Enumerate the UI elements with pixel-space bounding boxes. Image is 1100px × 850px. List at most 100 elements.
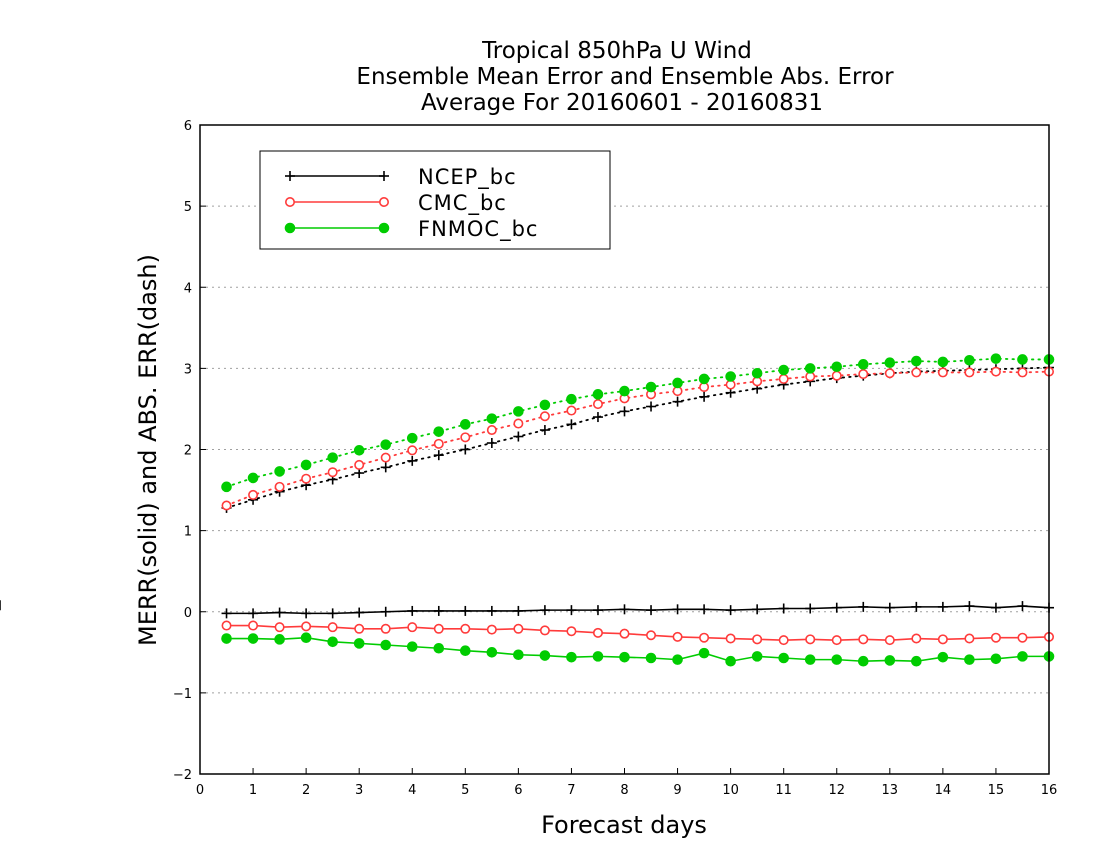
merr-point	[513, 623, 524, 634]
abs-err-point	[857, 359, 869, 370]
abs-err-line-ncep-bc	[225, 366, 1050, 509]
legend-label-fnmoc-bc: FNMOC_bc	[418, 217, 538, 242]
merr-point	[354, 607, 365, 618]
abs-err-point	[990, 366, 1001, 377]
x-axis-label: Forecast days	[541, 811, 707, 839]
abs-err-point	[1017, 354, 1028, 365]
y-tick-label: 3	[184, 362, 192, 377]
x-tick-label: 10	[722, 783, 739, 798]
merr-point	[460, 645, 471, 656]
abs-err-point	[699, 391, 710, 402]
abs-err-point	[646, 401, 657, 412]
merr-point	[672, 631, 683, 642]
merr-point	[301, 608, 312, 619]
merr-point	[805, 603, 816, 614]
merr-point	[407, 622, 418, 633]
x-tick-label: 11	[775, 783, 792, 798]
merr-point	[964, 654, 975, 665]
abs-err-point	[964, 367, 975, 378]
merr-point	[645, 652, 657, 664]
merr-point	[354, 623, 365, 634]
abs-err-point	[592, 412, 603, 423]
merr-line-ncep-bc	[226, 605, 1050, 615]
merr-point	[699, 632, 710, 643]
merr-point	[327, 636, 338, 648]
abs-err-point	[353, 445, 365, 456]
abs-err-point	[1017, 367, 1028, 378]
abs-err-point	[672, 396, 683, 407]
merr-point	[699, 604, 710, 615]
merr-point	[831, 635, 842, 646]
merr-point	[406, 641, 418, 652]
chart-title-line-2: Ensemble Mean Error and Ensemble Abs. Er…	[356, 64, 894, 90]
x-tick-label: 6	[514, 783, 522, 798]
abs-err-point	[274, 481, 285, 492]
merr-point	[353, 638, 365, 649]
abs-err-point	[433, 438, 444, 449]
merr-point	[804, 654, 816, 665]
x-tick-label: 12	[828, 783, 845, 798]
abs-err-point	[778, 364, 789, 376]
abs-err-point	[645, 381, 657, 393]
abs-err-point	[937, 356, 949, 368]
merr-point	[592, 627, 603, 638]
merr-point	[1017, 651, 1028, 662]
abs-err-point	[406, 432, 418, 444]
x-tick-label: 15	[988, 783, 1005, 798]
abs-err-point	[433, 450, 444, 461]
abs-err-point	[937, 367, 948, 378]
abs-err-point	[619, 406, 630, 417]
abs-err-point	[407, 455, 418, 466]
merr-point	[539, 625, 550, 636]
abs-err-point	[725, 371, 736, 382]
abs-err-point	[566, 419, 577, 430]
merr-point	[619, 604, 630, 615]
x-tick-label: 13	[882, 783, 899, 798]
abs-err-point	[964, 354, 975, 366]
x-tick-label: 8	[620, 783, 628, 798]
abs-err-point	[354, 459, 365, 470]
chart-title-line-1: Tropical 850hPa U Wind	[481, 38, 752, 64]
gridlines	[200, 205, 1049, 694]
merr-point	[301, 621, 312, 632]
y-tick-label: 6	[184, 119, 192, 134]
y-tick-label: 4	[184, 281, 192, 296]
merr-point	[805, 634, 816, 645]
merr-point	[884, 635, 895, 646]
abs-err-point	[911, 355, 922, 367]
series-fnmoc-bc	[221, 353, 1055, 667]
x-tick-label: 1	[249, 783, 257, 798]
merr-point	[380, 639, 392, 651]
abs-err-point	[858, 369, 869, 380]
merr-point	[752, 604, 763, 615]
abs-err-point	[911, 367, 922, 378]
merr-point	[221, 633, 232, 644]
abs-err-point	[513, 418, 524, 429]
series-cmc-bc	[221, 366, 1055, 646]
merr-point	[327, 608, 338, 619]
x-tick-label: 0	[196, 783, 204, 798]
legend-marker	[284, 197, 295, 208]
merr-point	[221, 620, 232, 631]
abs-err-point	[274, 466, 285, 477]
merr-point	[407, 605, 418, 616]
merr-point	[433, 605, 444, 616]
x-tick-label: 7	[567, 783, 575, 798]
y-tick-label: 5	[184, 200, 192, 215]
abs-err-point	[672, 377, 683, 389]
merr-point	[858, 601, 869, 612]
merr-point	[300, 632, 312, 644]
abs-err-point	[884, 357, 896, 368]
merr-point	[725, 605, 736, 616]
merr-line-cmc-bc	[226, 624, 1050, 641]
merr-point	[327, 622, 338, 633]
merr-point	[884, 602, 895, 613]
y-tick-label: −2	[173, 768, 192, 783]
merr-point	[274, 634, 285, 645]
merr-point	[964, 633, 975, 644]
merr-point	[592, 605, 603, 616]
abs-err-point	[460, 432, 471, 443]
x-tick-label: 9	[673, 783, 681, 798]
